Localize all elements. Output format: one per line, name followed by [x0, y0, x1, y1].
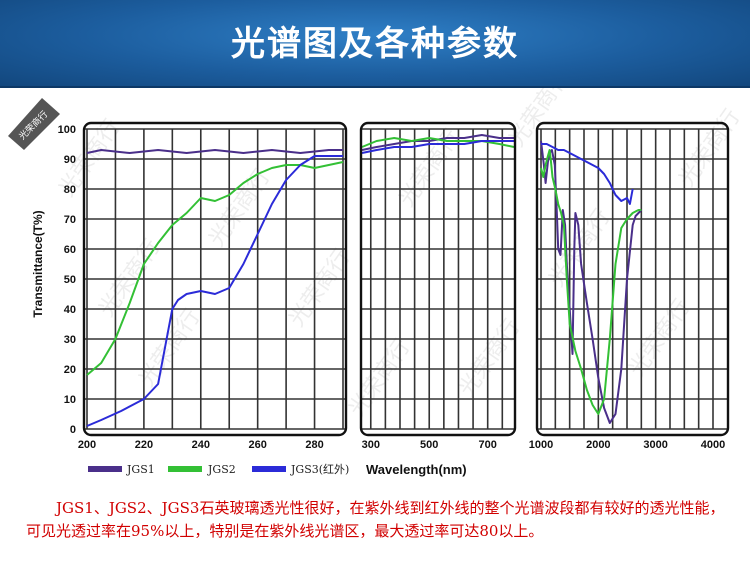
watermark-text: 光荣商行 — [284, 245, 355, 331]
plot-frame-1 — [82, 121, 348, 437]
series-line-jgs2-panel-2 — [361, 137, 515, 148]
plot-panel-3 — [535, 121, 730, 437]
y-tick-label: 40 — [64, 304, 76, 316]
series-line-jgs3-panel-3 — [541, 143, 634, 205]
x-tick-label: 2000 — [586, 439, 610, 451]
x-tick-label: 500 — [420, 439, 438, 451]
y-axis-label: Transmittance(T%) — [31, 210, 45, 317]
y-tick-label: 60 — [64, 244, 76, 256]
x-tick-label: 700 — [479, 439, 497, 451]
legend-label-jgs2: JGS2 — [207, 463, 236, 476]
y-tick-label: 0 — [70, 424, 76, 436]
description-caption: JGS1、JGS2、JGS3石英玻璃透光性很好，在紫外线到红外线的整个光谱波段都… — [26, 497, 736, 543]
plot-frame-3 — [535, 121, 730, 437]
x-tick-label: 3000 — [643, 439, 667, 451]
y-tick-label: 20 — [64, 364, 76, 376]
legend-label-jgs3: JGS3(红外) — [290, 463, 349, 476]
y-tick-label: 100 — [58, 124, 76, 136]
plot-frame-2 — [359, 121, 517, 437]
title-banner: 光谱图及各种参数 — [0, 0, 750, 88]
x-tick-label: 220 — [135, 439, 153, 451]
y-tick-label: 90 — [64, 154, 76, 166]
y-tick-label: 80 — [64, 184, 76, 196]
plot-panel-2 — [359, 121, 517, 437]
x-tick-label: 300 — [362, 439, 380, 451]
y-tick-label: 70 — [64, 214, 76, 226]
x-axis-label: Wavelength(nm) — [366, 462, 467, 477]
spectrum-chart: 光荣商行光荣商行光荣商行光荣商行光荣商行光荣商行光荣商行光荣商行光荣商行光荣商行… — [8, 88, 745, 477]
plot-panels — [82, 121, 730, 437]
description-text: JGS1、JGS2、JGS3石英玻璃透光性很好，在紫外线到红外线的整个光谱波段都… — [26, 499, 725, 540]
series-line-jgs1-panel-3 — [540, 140, 643, 424]
banner-divider — [0, 86, 750, 88]
series-line-jgs3-panel-1 — [86, 155, 343, 427]
x-tick-label: 260 — [248, 439, 266, 451]
plot-panel-1 — [82, 121, 348, 437]
series-line-jgs3-panel-2 — [361, 140, 514, 154]
banner-title: 光谱图及各种参数 — [231, 24, 519, 64]
watermark-text: 光荣商行 — [344, 335, 415, 421]
x-tick-label: 280 — [305, 439, 323, 451]
x-tick-label: 1000 — [529, 439, 553, 451]
legend: JGS1 JGS2 JGS3(红外) Wavelength(nm) — [88, 462, 467, 477]
y-axis: 0 10 20 30 40 50 60 70 80 90 100 — [58, 124, 76, 436]
x-tick-label: 4000 — [701, 439, 725, 451]
x-axis: 200 220 240 260 280 300 500 700 1000 2000 3000 4000 — [78, 439, 725, 451]
y-tick-label: 10 — [64, 394, 76, 406]
watermark-text: 光荣商行 — [204, 165, 275, 251]
watermark-badge: 光荣商行 — [8, 98, 60, 150]
y-tick-label: 50 — [64, 274, 76, 286]
x-tick-label: 200 — [78, 439, 96, 451]
y-tick-label: 30 — [64, 334, 76, 346]
series-line-jgs2-panel-3 — [540, 149, 642, 415]
x-tick-label: 240 — [192, 439, 210, 451]
series-line-jgs1-panel-1 — [86, 149, 343, 154]
legend-label-jgs1: JGS1 — [126, 463, 155, 476]
